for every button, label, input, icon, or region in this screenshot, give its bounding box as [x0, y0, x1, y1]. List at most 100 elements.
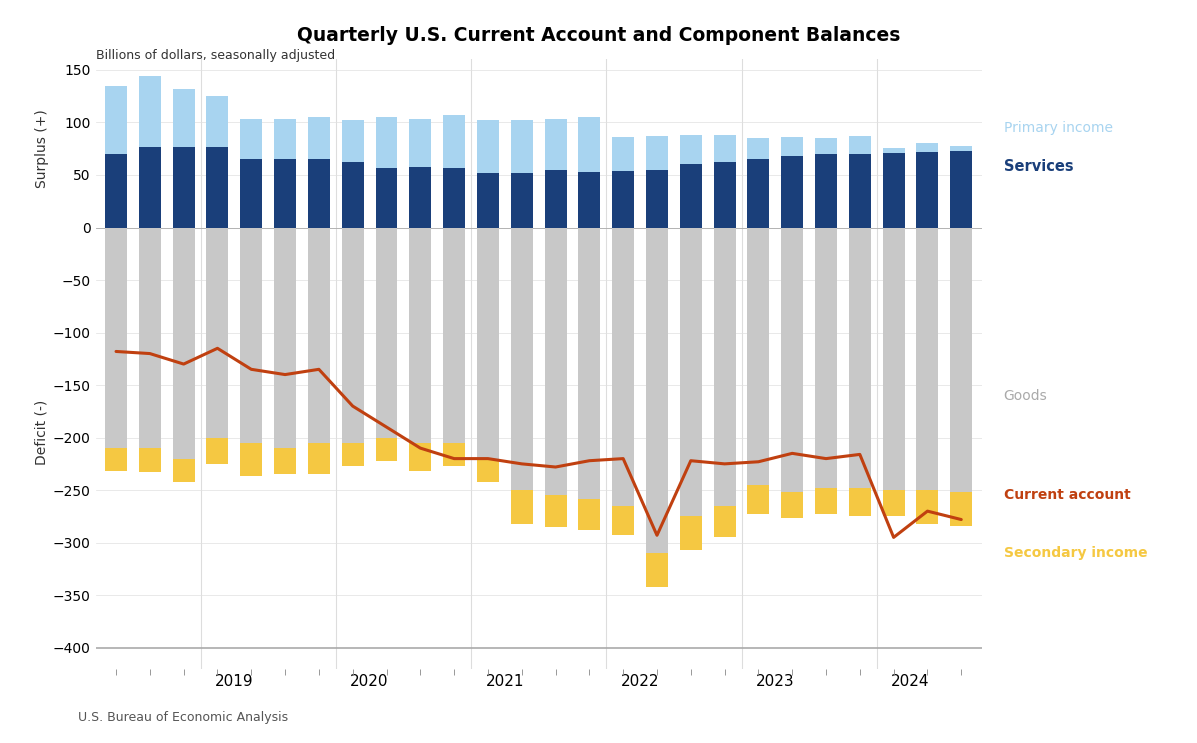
- Bar: [409, 227, 431, 443]
- Bar: [443, 227, 466, 443]
- Bar: [139, 227, 160, 448]
- Bar: [713, 506, 736, 537]
- Text: U.S. Bureau of Economic Analysis: U.S. Bureau of Economic Analysis: [78, 712, 288, 724]
- Bar: [680, 164, 701, 227]
- Bar: [545, 169, 566, 227]
- Bar: [308, 159, 330, 227]
- Bar: [511, 490, 533, 524]
- Bar: [713, 135, 736, 163]
- Bar: [950, 227, 972, 492]
- Bar: [274, 227, 296, 448]
- Bar: [476, 173, 499, 227]
- Bar: [917, 490, 938, 524]
- Bar: [341, 120, 364, 163]
- Bar: [612, 137, 634, 171]
- Bar: [646, 227, 668, 553]
- Bar: [206, 96, 229, 146]
- Bar: [376, 117, 397, 168]
- Bar: [545, 120, 566, 169]
- Bar: [206, 227, 229, 438]
- Bar: [443, 168, 466, 227]
- Bar: [882, 153, 905, 227]
- Bar: [172, 146, 195, 227]
- Bar: [105, 85, 127, 154]
- Text: Quarterly U.S. Current Account and Component Balances: Quarterly U.S. Current Account and Compo…: [297, 26, 900, 45]
- Bar: [376, 168, 397, 227]
- Bar: [815, 154, 837, 227]
- Bar: [172, 227, 195, 458]
- Bar: [308, 443, 330, 474]
- Bar: [241, 120, 262, 159]
- Bar: [443, 443, 466, 466]
- Bar: [713, 163, 736, 227]
- Bar: [849, 136, 870, 154]
- Bar: [950, 146, 972, 151]
- Bar: [545, 496, 566, 527]
- Text: Goods: Goods: [1003, 389, 1047, 403]
- Bar: [612, 506, 634, 535]
- Bar: [646, 169, 668, 227]
- Bar: [782, 492, 803, 519]
- Bar: [849, 488, 870, 516]
- Bar: [105, 154, 127, 227]
- Bar: [308, 227, 330, 443]
- Bar: [713, 227, 736, 506]
- Bar: [782, 137, 803, 156]
- Text: Billions of dollars, seasonally adjusted: Billions of dollars, seasonally adjusted: [96, 48, 335, 62]
- Bar: [172, 89, 195, 146]
- Bar: [578, 499, 601, 530]
- Bar: [646, 553, 668, 587]
- Bar: [680, 516, 701, 550]
- Text: Surplus (+): Surplus (+): [35, 109, 49, 188]
- Bar: [274, 448, 296, 474]
- Bar: [341, 443, 364, 466]
- Bar: [105, 448, 127, 471]
- Bar: [815, 488, 837, 514]
- Bar: [206, 438, 229, 464]
- Bar: [747, 485, 770, 514]
- Bar: [747, 138, 770, 159]
- Bar: [578, 117, 601, 172]
- Bar: [274, 159, 296, 227]
- Bar: [511, 173, 533, 227]
- Bar: [241, 159, 262, 227]
- Bar: [882, 227, 905, 490]
- Text: Deficit (-): Deficit (-): [35, 400, 49, 465]
- Bar: [105, 227, 127, 448]
- Bar: [409, 443, 431, 471]
- Text: Services: Services: [1003, 159, 1074, 174]
- Bar: [747, 227, 770, 485]
- Bar: [849, 227, 870, 488]
- Bar: [882, 490, 905, 516]
- Bar: [680, 227, 701, 516]
- Bar: [376, 227, 397, 438]
- Bar: [680, 135, 701, 164]
- Bar: [545, 227, 566, 496]
- Bar: [882, 148, 905, 153]
- Bar: [950, 492, 972, 526]
- Bar: [782, 227, 803, 492]
- Bar: [376, 438, 397, 461]
- Bar: [950, 151, 972, 227]
- Bar: [849, 154, 870, 227]
- Text: Secondary income: Secondary income: [1003, 546, 1147, 560]
- Bar: [782, 156, 803, 227]
- Bar: [612, 171, 634, 227]
- Bar: [917, 143, 938, 152]
- Bar: [341, 163, 364, 227]
- Bar: [139, 146, 160, 227]
- Bar: [578, 172, 601, 227]
- Bar: [476, 458, 499, 481]
- Bar: [917, 152, 938, 227]
- Bar: [409, 166, 431, 227]
- Bar: [241, 227, 262, 443]
- Bar: [206, 146, 229, 227]
- Bar: [646, 136, 668, 169]
- Text: Current account: Current account: [1003, 488, 1130, 502]
- Bar: [511, 120, 533, 173]
- Bar: [241, 443, 262, 476]
- Bar: [443, 115, 466, 168]
- Bar: [578, 227, 601, 499]
- Bar: [815, 227, 837, 488]
- Bar: [308, 117, 330, 159]
